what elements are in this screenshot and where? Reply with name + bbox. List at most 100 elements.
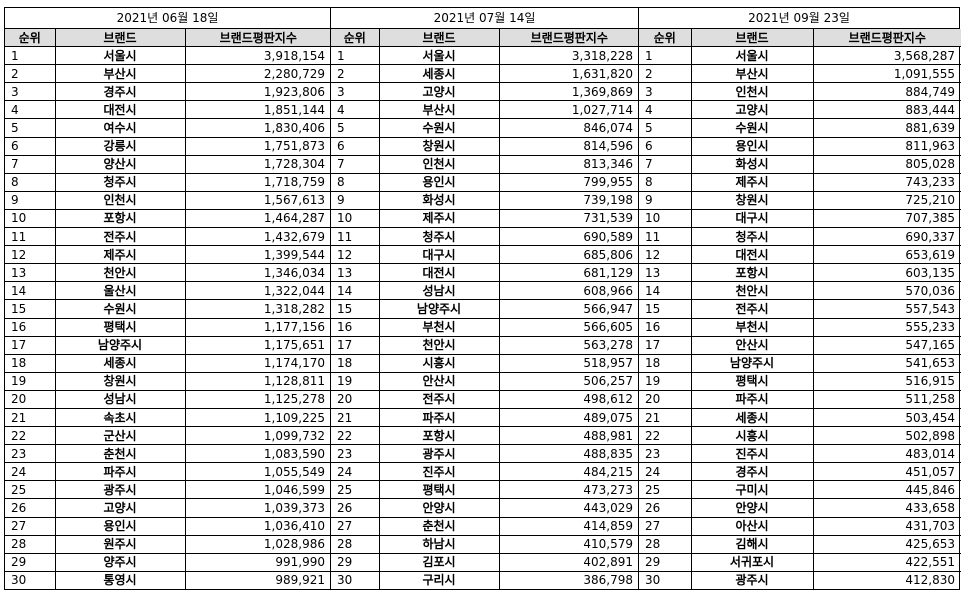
table-row: 4 부산시 1,027,714	[331, 100, 639, 120]
table-row: 5 여수시 1,830,406	[5, 118, 331, 138]
table-row: 25 광주시 1,046,599	[5, 480, 331, 500]
brand-cell: 시흥시	[691, 426, 814, 446]
table-row: 28 김해시 425,653	[639, 535, 961, 554]
brand-cell: 부산시	[691, 64, 814, 84]
rank-cell: 20	[5, 390, 56, 409]
table-row: 22 군산시 1,099,732	[5, 426, 331, 446]
brand-cell: 포항시	[691, 263, 814, 283]
brand-cell: 남양주시	[55, 336, 186, 355]
score-cell: 731,539	[499, 209, 639, 229]
rank-cell: 30	[639, 571, 692, 589]
brand-cell: 서울시	[55, 46, 186, 66]
rank-cell: 18	[331, 354, 380, 373]
score-cell: 989,921	[275, 573, 325, 588]
rank-cell: 7	[5, 155, 56, 174]
table-row: 30 통영시 989,921	[5, 571, 331, 589]
table-row: 19 평택시 516,915	[639, 372, 961, 391]
rank-cell: 7	[639, 155, 692, 174]
table-row: 29 양주시 991,990	[5, 553, 331, 572]
score-cell: 805,028	[813, 155, 961, 174]
survey-date: 2021년 09월 23일	[639, 8, 959, 29]
table-row: 19 창원시 1,128,811	[5, 372, 331, 391]
rank-cell: 22	[639, 426, 692, 446]
brand-cell: 용인시	[691, 137, 814, 156]
table-row: 28 하남시 410,579	[331, 535, 639, 554]
brand-cell: 부산시	[379, 100, 500, 120]
table-row: 25 구미시 445,846	[639, 480, 961, 500]
brand-cell: 안양시	[379, 498, 500, 518]
rank-cell: 17	[5, 336, 56, 355]
rank-cell: 22	[5, 426, 56, 446]
rank-cell: 16	[5, 318, 56, 337]
table-row: 3 인천시 884,749	[639, 82, 961, 102]
score-cell: 1,432,679	[185, 227, 331, 247]
brand-header: 브랜드	[55, 29, 186, 48]
score-cell: 608,966	[499, 281, 639, 301]
score-cell: 1,464,287	[185, 209, 331, 229]
rank-cell: 18	[639, 354, 692, 373]
table-row: 5 수원시 846,074	[331, 118, 639, 138]
table-row: 15 수원시 1,318,282	[5, 299, 331, 319]
score-cell: 1,028,986	[185, 535, 331, 554]
rank-cell: 10	[5, 209, 56, 229]
rank-cell: 22	[331, 426, 380, 446]
table-row: 26 고양시 1,039,373	[5, 498, 331, 518]
score-cell: 1,318,282	[185, 299, 331, 319]
rank-cell: 3	[5, 82, 56, 102]
table-row: 21 파주시 489,075	[331, 408, 639, 428]
ranking-table: 순위 브랜드 브랜드평판지수 1 서울시 3,568,287 2 부산시 1,091,55…	[639, 29, 961, 589]
table-row: 13 천안시 1,346,034	[5, 263, 331, 283]
brand-cell: 파주시	[55, 462, 186, 482]
brand-cell: 제주시	[55, 245, 186, 265]
table-row: 23 진주시 483,014	[639, 444, 961, 464]
score-cell: 3,568,287	[813, 46, 961, 66]
table-row: 26 안양시 433,658	[639, 498, 961, 518]
rank-cell: 21	[331, 408, 380, 428]
brand-cell: 경주시	[691, 462, 814, 482]
header-row: 순위 브랜드 브랜드평판지수	[331, 29, 639, 48]
brand-cell: 대구시	[379, 245, 500, 265]
brand-cell: 강릉시	[55, 137, 186, 156]
table-row: 14 울산시 1,322,044	[5, 281, 331, 301]
table-row: 12 대구시 685,806	[331, 245, 639, 265]
table-row: 23 광주시 488,835	[331, 444, 639, 464]
score-cell: 883,444	[813, 100, 961, 120]
score-cell: 1,109,225	[185, 408, 331, 428]
brand-cell: 용인시	[55, 517, 186, 536]
table-row: 22 시흥시 502,898	[639, 426, 961, 446]
table-row: 11 청주시 690,589	[331, 227, 639, 247]
rank-cell: 16	[639, 318, 692, 337]
table-row: 30 구리시 386,798	[331, 571, 639, 589]
rank-cell: 13	[639, 263, 692, 283]
rank-cell: 25	[331, 480, 380, 500]
score-cell: 1,728,304	[185, 155, 331, 174]
rank-cell: 19	[639, 372, 692, 391]
brand-cell: 부천시	[691, 318, 814, 337]
rank-cell: 12	[331, 245, 380, 265]
rank-cell: 23	[331, 444, 380, 464]
brand-cell: 용인시	[379, 173, 500, 192]
brand-cell: 세종시	[55, 354, 186, 373]
rank-cell: 17	[639, 336, 692, 355]
score-cell: 570,036	[813, 281, 961, 301]
brand-cell: 인천시	[379, 155, 500, 174]
table-row: 27 춘천시 414,859	[331, 517, 639, 536]
score-cell: 1,091,555	[813, 64, 961, 84]
score-cell: 884,749	[813, 82, 961, 102]
rank-cell: 24	[639, 462, 692, 482]
score-cell: 547,165	[813, 336, 961, 355]
table-row: 12 대전시 653,619	[639, 245, 961, 265]
rank-cell: 21	[5, 408, 56, 428]
score-cell: 506,257	[499, 372, 639, 391]
table-row: 11 청주시 690,337	[639, 227, 961, 247]
brand-cell: 화성시	[379, 191, 500, 210]
score-cell: 445,846	[813, 480, 961, 500]
table-row: 15 전주시 557,543	[639, 299, 961, 319]
score-cell: 811,963	[813, 137, 961, 156]
score-cell: 484,215	[499, 462, 639, 482]
table-row: 18 세종시 1,174,170	[5, 354, 331, 373]
score-cell: 402,891	[499, 553, 639, 572]
score-cell: 1,830,406	[185, 118, 331, 138]
rank-cell: 15	[639, 299, 692, 319]
brand-cell: 통영시	[55, 571, 186, 589]
